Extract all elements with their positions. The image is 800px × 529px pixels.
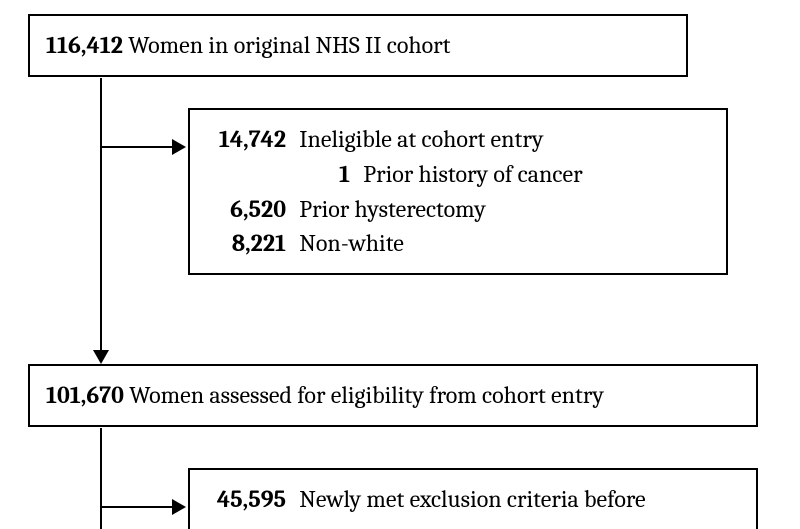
box2-line1-text: Prior history of cancer	[363, 160, 582, 188]
box3-number: 101,670	[46, 381, 124, 409]
box2-line3-text: Non-white	[299, 229, 404, 257]
flow-box-ineligible: 14,742 Ineligible at cohort entry 1 Prio…	[188, 108, 728, 275]
connector-horizontal-1	[100, 146, 174, 148]
box1-text: Women in original NHS II cohort	[128, 31, 450, 59]
flow-box-cohort: 116,412 Women in original NHS II cohort	[28, 14, 688, 77]
connector-horizontal-2	[100, 506, 174, 508]
box3-text: Women assessed for eligibility from coho…	[129, 381, 604, 409]
box2-line3-number: 8,221	[206, 226, 286, 261]
flow-box-exclusion2: 45,595 Newly met exclusion criteria befo…	[188, 468, 758, 529]
box2-line0-number: 14,742	[206, 122, 286, 157]
arrow-right-1	[172, 139, 186, 155]
arrow-right-2	[172, 499, 186, 515]
box1-number: 116,412	[46, 31, 123, 59]
box4-number: 45,595	[206, 482, 286, 517]
arrow-down-1	[93, 350, 109, 364]
connector-vertical-2	[100, 428, 102, 529]
box2-line1-number: 1	[270, 157, 350, 192]
box2-line2-text: Prior hysterectomy	[299, 195, 485, 223]
box2-line0-text: Ineligible at cohort entry	[299, 125, 543, 153]
connector-vertical-1	[100, 78, 102, 354]
box4-text: Newly met exclusion criteria before	[299, 485, 645, 513]
flow-box-assessed: 101,670 Women assessed for eligibility f…	[28, 364, 758, 427]
box2-line2-number: 6,520	[206, 192, 286, 227]
